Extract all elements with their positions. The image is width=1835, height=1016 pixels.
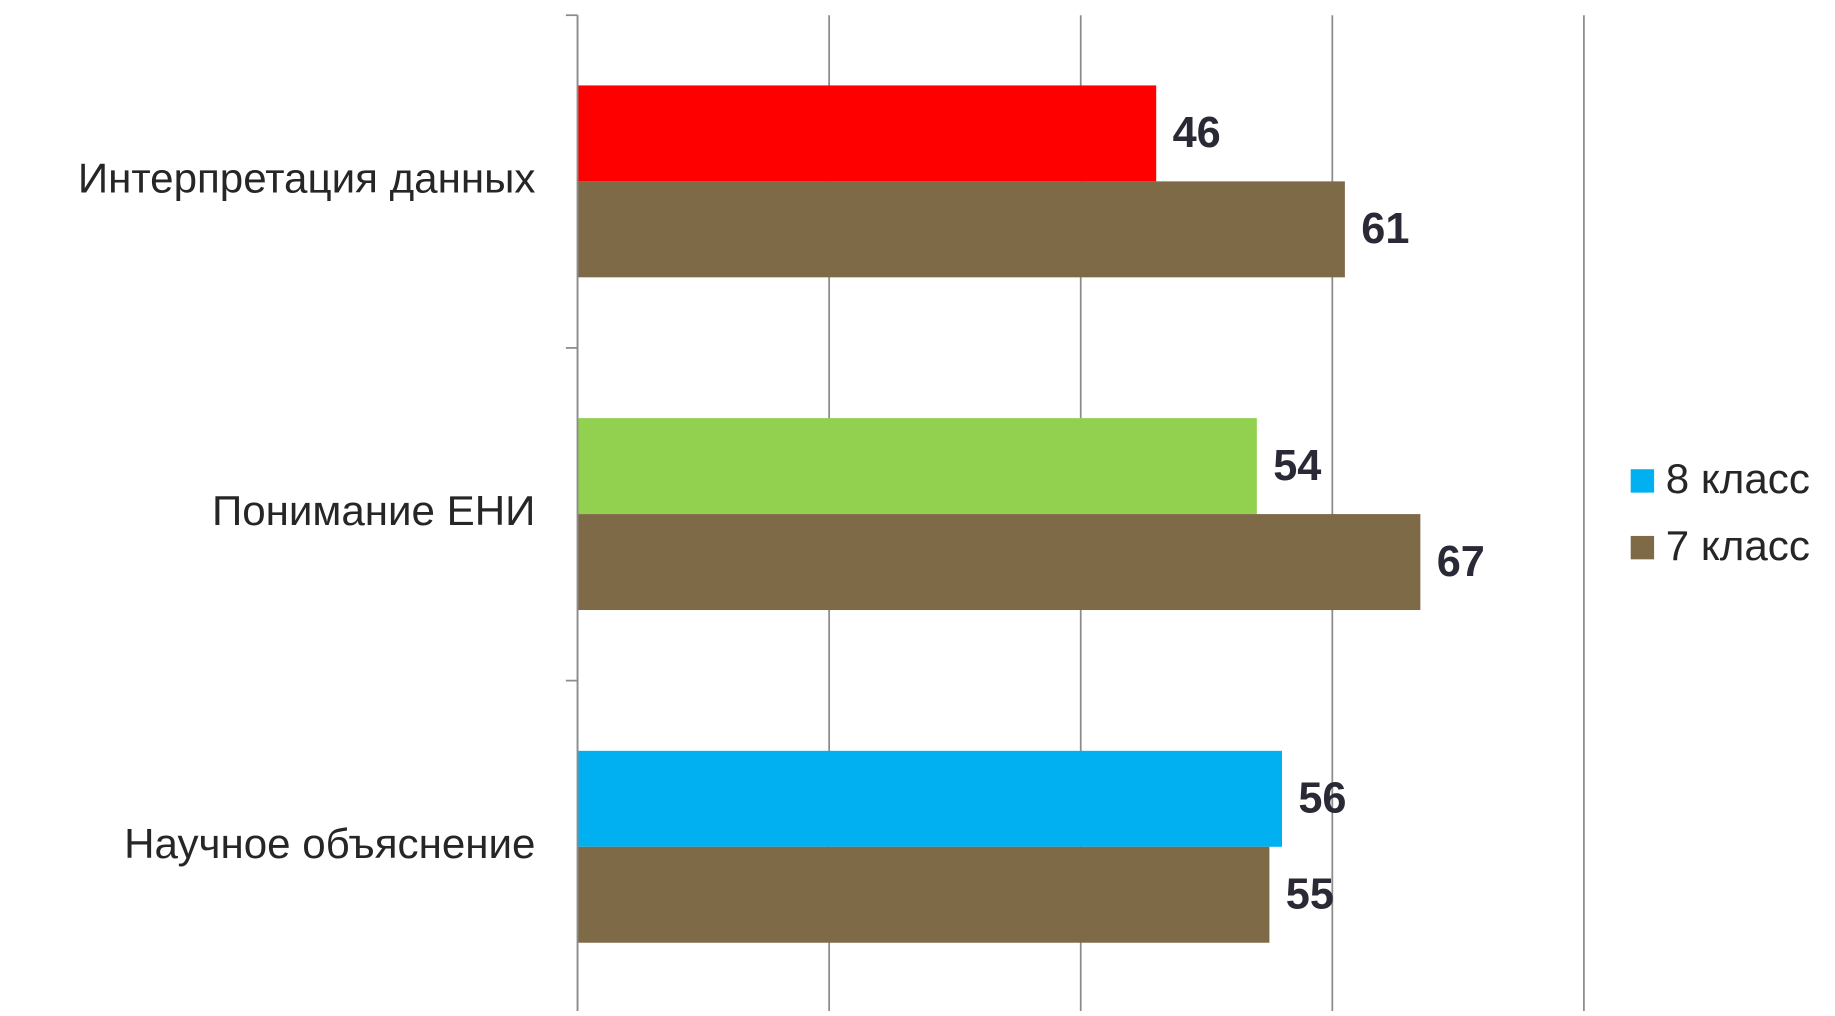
bar — [577, 750, 1282, 847]
legend-label: 7 класс — [1666, 522, 1810, 569]
value-label: 67 — [1437, 538, 1485, 586]
bar — [577, 418, 1257, 515]
value-label: 55 — [1286, 871, 1334, 919]
legend-label: 8 класс — [1666, 455, 1810, 502]
value-label: 46 — [1173, 109, 1221, 157]
bar — [577, 181, 1345, 278]
bar — [577, 846, 1270, 943]
category-label: Интерпретация данных — [78, 154, 536, 201]
value-label: 54 — [1273, 442, 1321, 490]
bar — [577, 514, 1421, 611]
legend-swatch — [1630, 535, 1655, 560]
value-label: 56 — [1298, 775, 1346, 823]
category-label: Понимание ЕНИ — [212, 487, 536, 534]
bar — [577, 85, 1157, 182]
value-label: 61 — [1361, 205, 1409, 253]
category-label: Научное объяснение — [124, 820, 535, 867]
legend-swatch — [1630, 469, 1655, 493]
